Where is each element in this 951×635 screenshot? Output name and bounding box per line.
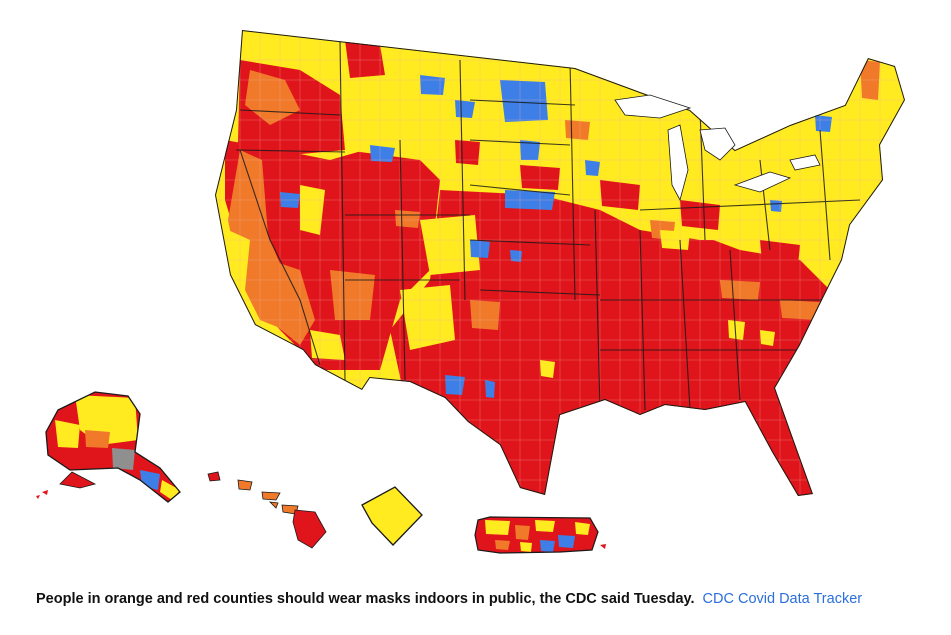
puerto-rico-map [474, 516, 606, 554]
us-county-transmission-map [36, 30, 905, 554]
map-caption: People in orange and red counties should… [36, 591, 936, 607]
great-lakes [614, 94, 821, 202]
source-credit-link[interactable]: CDC Covid Data Tracker [702, 591, 863, 607]
alaska-map [36, 391, 181, 503]
contiguous-us-map [215, 30, 905, 496]
caption-text: People in orange and red counties should… [36, 591, 695, 607]
dc-inset-map [361, 486, 423, 546]
hawaii-map [207, 471, 327, 549]
